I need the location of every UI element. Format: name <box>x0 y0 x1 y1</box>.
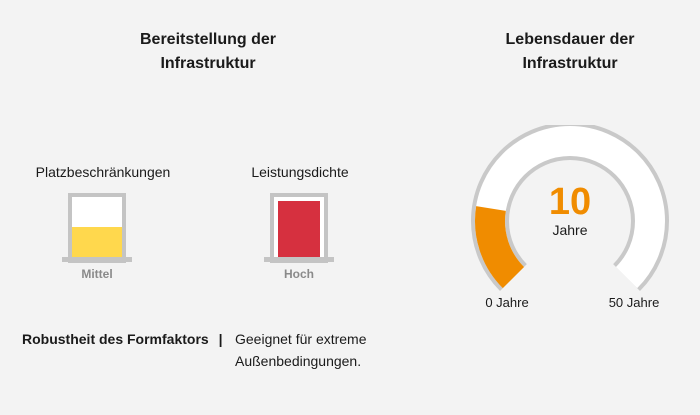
power-density-fill <box>278 201 320 259</box>
power-density-level: Hoch <box>284 267 314 281</box>
left-title-line1: Bereitstellung der <box>139 31 277 48</box>
lifespan-value: 10 <box>548 181 592 223</box>
space-constraint-fill <box>72 227 122 259</box>
right-title-line1: Lebensdauer der <box>505 31 635 48</box>
robustness-desc-line1: Geeignet für extreme <box>235 331 367 347</box>
right-title-line2: Infrastruktur <box>522 55 618 72</box>
left-title-line2: Infrastruktur <box>160 55 256 72</box>
robustness-row: Robustheit des Formfaktors | <box>22 331 442 347</box>
space-constraint-level: Mittel <box>81 267 113 281</box>
space-constraint-gauge <box>62 193 132 265</box>
robustness-separator: | <box>218 331 223 347</box>
space-constraint-label: Platzbeschränkungen <box>35 164 171 180</box>
robustness-label: Robustheit des Formfaktors <box>22 331 209 347</box>
lifespan-max-label: 50 Jahre <box>608 295 660 310</box>
robustness-desc-line2: Außenbedingungen. <box>235 353 362 369</box>
right-section-title: Lebensdauer der Infrastruktur <box>470 28 670 76</box>
left-section-title: Bereitstellung der Infrastruktur <box>108 28 308 76</box>
lifespan-min-label: 0 Jahre <box>485 295 529 310</box>
robustness-description: Geeignet für extreme Außenbedingungen. <box>235 328 435 372</box>
lifespan-arc-fill <box>475 206 525 289</box>
lifespan-gauge <box>468 122 672 295</box>
lifespan-unit: Jahre <box>552 222 588 238</box>
power-density-gauge <box>264 193 334 265</box>
power-density-label: Leistungsdichte <box>251 164 349 180</box>
